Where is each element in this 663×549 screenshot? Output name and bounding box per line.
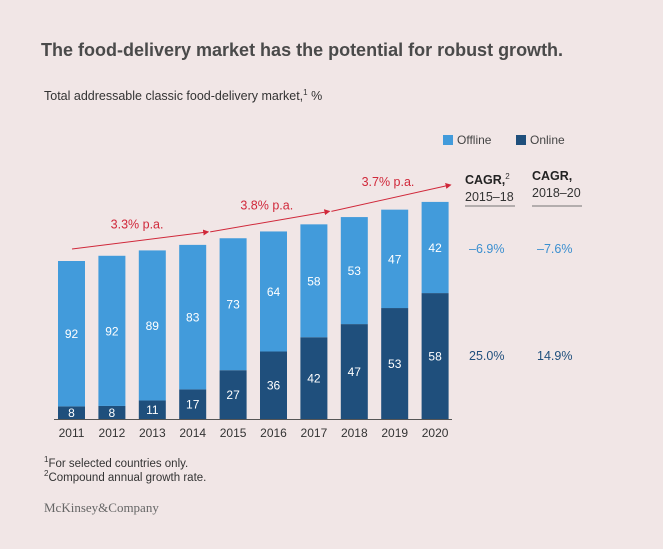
data-label-offline: 53	[348, 264, 362, 278]
data-label-online: 17	[186, 398, 200, 412]
x-tick-label: 2014	[179, 426, 206, 440]
subtitle-text: Total addressable classic food-delivery …	[44, 89, 304, 104]
cagr-header-2: CAGR, 2018–20	[532, 169, 581, 200]
x-tick-label: 2019	[381, 426, 408, 440]
data-label-offline: 73	[226, 298, 240, 312]
growth-label: 3.7% p.a.	[362, 175, 415, 189]
bar-online	[300, 337, 328, 419]
footnote-2: 2Compound annual growth rate.	[44, 469, 207, 484]
legend-label: Online	[530, 133, 565, 147]
chart-title: The food-delivery market has the potenti…	[41, 40, 564, 60]
data-label-online: 47	[348, 365, 362, 379]
subtitle-unit: %	[307, 89, 323, 104]
data-label-online: 27	[226, 388, 240, 402]
x-tick-label: 2015	[220, 426, 247, 440]
data-label-online: 36	[267, 379, 281, 393]
x-tick-label: 2013	[139, 426, 166, 440]
data-label-offline: 83	[186, 311, 200, 325]
bar-offline	[340, 217, 368, 325]
subtitle-sup: 1	[303, 88, 308, 97]
data-label-offline: 58	[307, 274, 321, 288]
cagr-online-1: 25.0%	[469, 349, 505, 363]
x-tick-label: 2016	[260, 426, 287, 440]
x-tick-label: 2018	[341, 426, 368, 440]
bar-online	[340, 324, 368, 419]
bar-offline	[179, 244, 207, 390]
bar-offline	[98, 255, 126, 406]
cagr-offline-1: –6.9%	[469, 242, 505, 256]
data-label-online: 8	[68, 406, 75, 420]
bar-online	[219, 370, 247, 419]
bar-offline	[138, 250, 166, 401]
data-label-offline: 42	[428, 241, 442, 255]
divider	[532, 205, 582, 207]
bar-offline	[260, 231, 287, 352]
data-label-online: 58	[428, 350, 442, 364]
mckinsey-logo: McKinsey&Company	[44, 500, 159, 515]
growth-label: 3.8% p.a.	[240, 199, 293, 213]
cagr-offline-2: –7.6%	[537, 242, 573, 256]
bar-offline	[300, 224, 328, 338]
divider	[465, 205, 515, 207]
x-tick-label: 2011	[59, 426, 85, 440]
growth-arrow	[331, 183, 452, 212]
data-label-online: 53	[388, 357, 402, 371]
legend-label: Offline	[457, 133, 492, 147]
bar-online	[98, 405, 126, 419]
legend-online: Online	[516, 133, 565, 147]
bar-online	[381, 308, 409, 419]
bar-online	[421, 293, 449, 419]
cagr-header-1: CAGR,2 2015–18	[465, 172, 514, 205]
bar-online	[138, 400, 166, 419]
data-label-online: 11	[146, 403, 159, 417]
cagr-online-2: 14.9%	[537, 349, 573, 363]
legend-offline: Offline	[443, 133, 491, 147]
growth-arrow	[210, 209, 331, 233]
data-label-online: 42	[307, 372, 321, 386]
data-label-offline: 92	[65, 327, 79, 341]
chart-subtitle: Total addressable classic food-delivery …	[44, 88, 322, 103]
online-swatch	[516, 135, 526, 145]
x-tick-label: 2017	[301, 426, 328, 440]
bar-offline	[381, 209, 409, 309]
x-tick-label: 2012	[99, 426, 126, 440]
footnote-1: 1For selected countries only.	[44, 455, 189, 470]
bar-offline	[421, 201, 449, 294]
data-label-offline: 47	[388, 252, 402, 266]
data-label-offline: 64	[267, 285, 281, 299]
bar-offline	[219, 238, 247, 371]
data-label-offline: 89	[146, 319, 160, 333]
bar-offline	[58, 261, 85, 407]
bar-online	[260, 351, 287, 419]
bar-online	[179, 389, 207, 419]
data-label-online: 8	[109, 406, 116, 420]
bar-online	[58, 406, 85, 419]
growth-label: 3.3% p.a.	[111, 217, 164, 231]
data-label-offline: 92	[105, 324, 119, 338]
growth-arrow	[71, 229, 210, 250]
offline-swatch	[443, 135, 453, 145]
x-tick-label: 2020	[422, 426, 449, 440]
